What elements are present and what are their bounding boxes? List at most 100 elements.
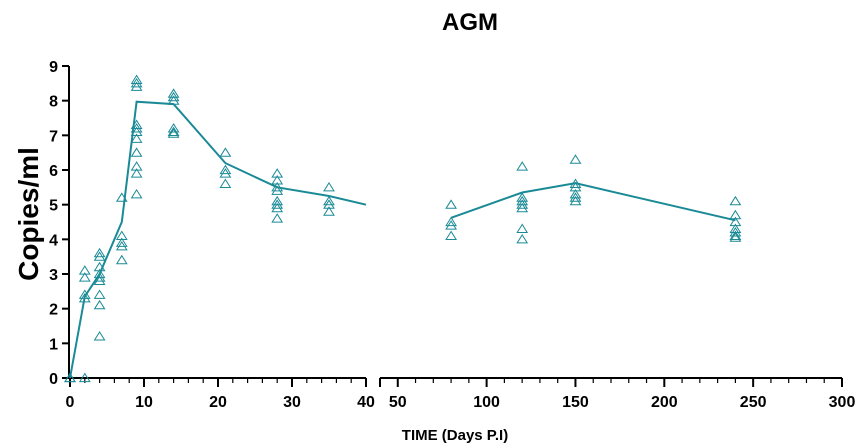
data-point	[516, 161, 529, 171]
y-tick-label: 4	[49, 232, 58, 249]
chart-title: AGM	[442, 9, 498, 36]
data-point	[167, 95, 180, 105]
data-point	[323, 195, 335, 206]
x-tick-label: 100	[473, 394, 500, 411]
data-point	[271, 213, 284, 223]
data-point	[729, 195, 742, 206]
data-point	[167, 128, 180, 138]
data-point	[78, 289, 91, 299]
x-tick-label: 200	[651, 394, 678, 411]
y-tick-label: 2	[49, 302, 58, 319]
data-point	[729, 216, 742, 227]
data-point	[516, 195, 529, 206]
data-point	[729, 227, 742, 237]
data-point	[130, 161, 143, 171]
mean-line	[69, 100, 736, 379]
x-axis-title: TIME (Days P.I)	[402, 427, 508, 444]
data-point	[219, 178, 232, 188]
data-point	[219, 168, 232, 178]
data-point	[569, 195, 582, 206]
data-point	[130, 74, 143, 84]
data-point	[93, 272, 106, 282]
data-point	[78, 372, 91, 383]
data-point	[569, 188, 582, 199]
y-tick-label: 3	[49, 267, 58, 284]
data-point	[569, 178, 582, 188]
data-point	[167, 123, 180, 133]
data-point	[729, 209, 742, 220]
data-point	[115, 240, 128, 251]
data-point	[445, 220, 458, 230]
y-tick-label: 1	[49, 336, 58, 353]
data-point	[271, 168, 284, 178]
data-point	[445, 216, 458, 227]
axes: 0 1 2 3 4 5 6 7 8 9 0 10 20 30 40 50 100 150 200 250 300	[49, 59, 855, 411]
data-point	[93, 275, 106, 285]
x-tick-label: 300	[829, 394, 856, 411]
data-point	[516, 233, 529, 244]
mean-line-segment	[69, 100, 367, 379]
y-tick-label: 7	[49, 128, 58, 145]
data-point	[271, 185, 284, 195]
x-tick-label: 250	[740, 394, 767, 411]
data-point	[323, 181, 335, 192]
x-tick-label: 0	[66, 394, 75, 411]
data-point	[271, 199, 284, 209]
data-point	[516, 223, 529, 233]
data-point	[167, 88, 180, 98]
data-point	[729, 230, 742, 240]
data-point	[219, 164, 232, 175]
data-point	[445, 230, 458, 240]
y-tick-label: 5	[49, 198, 58, 215]
data-point	[271, 195, 284, 206]
data-point	[167, 126, 180, 136]
data-point	[93, 268, 106, 279]
data-point	[323, 199, 335, 209]
data-point	[115, 192, 128, 202]
data-point	[130, 81, 143, 91]
data-point	[130, 147, 143, 157]
data-point	[516, 202, 529, 213]
x-tick-label: 40	[357, 394, 375, 411]
data-point	[569, 181, 582, 192]
data-point	[93, 331, 106, 341]
data-point	[93, 261, 106, 272]
data-point	[130, 133, 143, 143]
data-point	[516, 199, 529, 209]
data-point	[569, 192, 582, 202]
x-tick-label: 150	[562, 394, 589, 411]
data-point	[115, 230, 128, 240]
data-point	[93, 247, 106, 258]
data-point	[130, 123, 143, 133]
data-point	[115, 237, 128, 247]
x-tick-label: 30	[283, 394, 301, 411]
data-point	[130, 188, 143, 199]
data-point	[78, 292, 91, 303]
data-point	[130, 77, 143, 88]
data-point	[516, 192, 529, 202]
data-point	[271, 181, 284, 192]
data-point	[445, 199, 458, 209]
data-point	[93, 251, 106, 261]
x-tick-label: 10	[135, 394, 153, 411]
y-tick-label: 6	[49, 163, 58, 180]
data-point	[93, 299, 106, 310]
data-point	[167, 91, 180, 102]
y-axis-title: Copies/ml	[13, 147, 44, 281]
data-point	[323, 206, 335, 216]
data-point	[64, 372, 76, 383]
data-point	[271, 175, 284, 185]
x-tick-label: 50	[389, 394, 407, 411]
mean-line-segment	[450, 182, 736, 222]
data-point	[78, 265, 91, 275]
y-tick-label: 9	[49, 59, 58, 76]
data-point	[78, 272, 91, 282]
data-point	[130, 126, 143, 136]
y-tick-label: 8	[49, 94, 58, 111]
data-point	[219, 147, 232, 157]
data-point	[569, 154, 582, 164]
y-tick-label: 0	[49, 371, 58, 388]
data-points	[64, 74, 742, 383]
data-point	[115, 254, 128, 265]
